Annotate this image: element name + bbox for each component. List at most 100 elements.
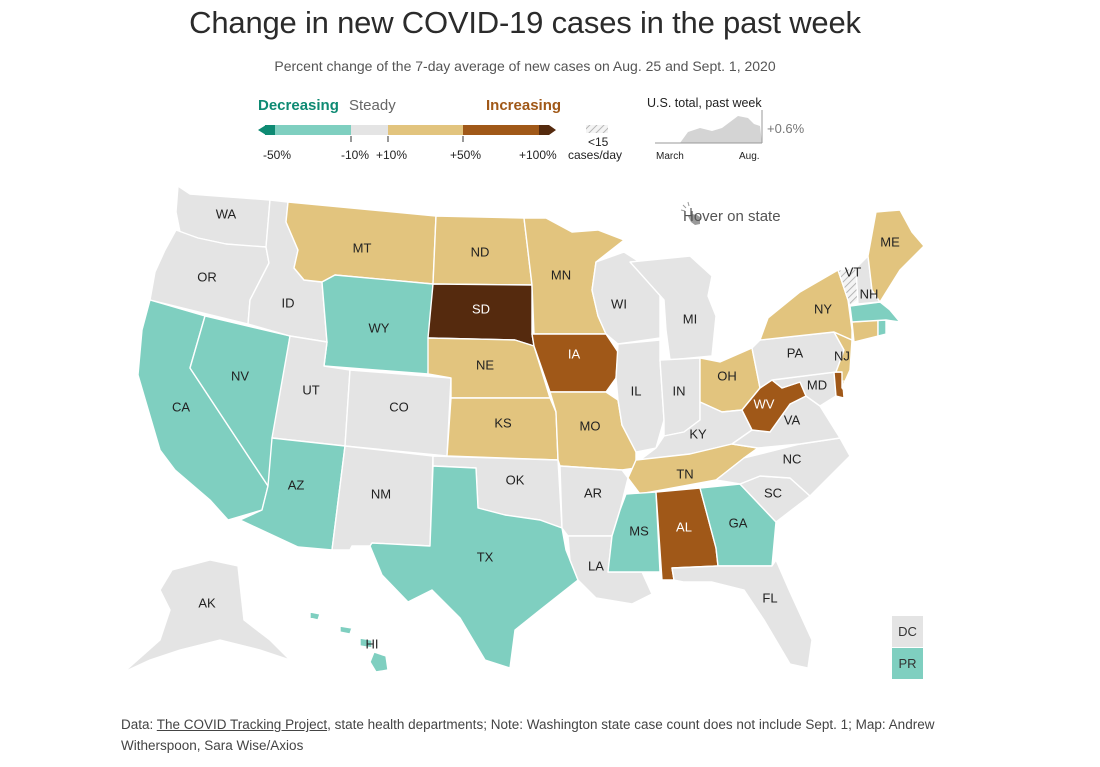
pr-label: PR	[898, 656, 917, 671]
state-texas[interactable]	[369, 465, 579, 669]
legend-tick-plus10: +10%	[376, 148, 408, 162]
hover-hint: Hover on state	[683, 208, 781, 225]
us-total-value: +0.6%	[767, 121, 805, 136]
hand-pointer-icon	[680, 201, 700, 225]
legend-increasing-label: Increasing	[486, 97, 562, 114]
state-label-tn: TN	[676, 466, 693, 481]
state-label-hi: HI	[366, 636, 379, 651]
us-total-label: U.S. total, past week	[647, 96, 762, 110]
state-label-ms: MS	[629, 523, 649, 538]
state-label-wi: WI	[611, 296, 627, 311]
state-label-nh: NH	[860, 286, 879, 301]
state-label-nv: NV	[231, 368, 249, 383]
state-label-mn: MN	[551, 267, 571, 282]
state-label-ga: GA	[729, 515, 748, 530]
source-note: Data: The COVID Tracking Project, state …	[121, 714, 941, 756]
state-illinois[interactable]	[615, 339, 665, 453]
state-label-wy: WY	[369, 320, 390, 335]
state-label-wv: WV	[754, 396, 775, 411]
state-label-nm: NM	[371, 486, 391, 501]
state-label-az: AZ	[288, 477, 305, 492]
state-hawaii[interactable]	[309, 611, 389, 673]
legend-swatch-dark-decrease	[265, 125, 275, 135]
state-label-pa: PA	[787, 345, 804, 360]
legend-decreasing-label: Decreasing	[258, 97, 339, 114]
state-florida[interactable]	[671, 559, 813, 669]
legend-swatch-steady	[351, 125, 388, 135]
state-north-carolina[interactable]	[715, 437, 851, 497]
legend-swatch-under15	[586, 125, 608, 133]
state-vermont[interactable]	[837, 267, 859, 307]
state-label-me: ME	[880, 234, 900, 249]
state-label-sc: SC	[764, 485, 782, 500]
state-label-wa: WA	[216, 206, 237, 221]
state-label-ak: AK	[198, 595, 216, 610]
state-label-ca: CA	[172, 399, 190, 414]
legend-decreasing-arrow	[258, 125, 266, 135]
state-label-tx: TX	[477, 549, 494, 564]
state-label-mt: MT	[353, 240, 372, 255]
us-total-sparkline	[655, 110, 763, 144]
legend-tick-plus50: +50%	[450, 148, 482, 162]
state-massachusetts[interactable]	[849, 301, 901, 323]
state-connecticut[interactable]	[851, 319, 879, 343]
legend-swatch-decrease	[275, 125, 351, 135]
source-prefix: Data:	[121, 717, 157, 732]
state-label-va: VA	[784, 412, 801, 427]
state-label-il: IL	[631, 383, 642, 398]
state-alaska[interactable]	[123, 559, 291, 673]
legend-tick-minus50: -50%	[263, 148, 292, 162]
state-label-sd: SD	[472, 301, 490, 316]
state-label-la: LA	[588, 558, 604, 573]
state-label-ia: IA	[568, 346, 581, 361]
state-label-ky: KY	[689, 426, 707, 441]
state-label-de: DE	[841, 377, 859, 392]
source-rest: , state health departments; Note: Washin…	[121, 717, 935, 753]
state-label-mi: MI	[683, 311, 697, 326]
legend-steady-label: Steady	[349, 97, 396, 114]
legend-tick-minus10: -10%	[341, 148, 370, 162]
state-label-al: AL	[676, 519, 692, 534]
state-label-ar: AR	[584, 485, 602, 500]
state-label-ne: NE	[476, 357, 494, 372]
state-michigan[interactable]	[629, 255, 717, 361]
legend-small-label-1: <15	[588, 135, 609, 149]
page-title: Change in new COVID-19 cases in the past…	[189, 5, 861, 40]
state-new-jersey[interactable]	[833, 331, 853, 389]
state-label-md: MD	[807, 377, 827, 392]
page-subtitle: Percent change of the 7-day average of n…	[274, 58, 776, 74]
legend-swatch-mid-increase	[463, 125, 539, 135]
legend-small-label-2: cases/day	[568, 148, 623, 162]
us-total-end-label: Aug.	[739, 151, 760, 162]
state-label-nc: NC	[783, 451, 802, 466]
dc-box[interactable]: DC	[892, 616, 923, 647]
dc-label: DC	[898, 624, 917, 639]
state-label-nj: NJ	[834, 348, 850, 363]
state-rhode-island[interactable]	[877, 319, 887, 337]
legend-increasing-arrow	[549, 125, 556, 135]
pr-box[interactable]: PR	[892, 648, 923, 679]
state-label-in: IN	[673, 383, 686, 398]
state-label-co: CO	[389, 399, 409, 414]
state-label-ok: OK	[506, 472, 525, 487]
state-new-york[interactable]	[759, 269, 853, 341]
state-label-or: OR	[197, 269, 217, 284]
source-link[interactable]: The COVID Tracking Project	[156, 717, 328, 732]
state-label-oh: OH	[717, 368, 737, 383]
us-total-start-label: March	[656, 151, 684, 162]
state-label-ny: NY	[814, 301, 832, 316]
state-label-mo: MO	[580, 418, 601, 433]
legend-swatch-dark-increase	[539, 125, 549, 135]
state-label-id: ID	[282, 295, 295, 310]
state-label-vt: VT	[845, 264, 862, 279]
state-iowa[interactable]	[531, 333, 619, 393]
state-label-fl: FL	[762, 590, 777, 605]
state-maine[interactable]	[867, 209, 925, 303]
legend-tick-plus100: +100%	[519, 148, 557, 162]
legend-color-bar	[258, 125, 608, 142]
state-label-nd: ND	[471, 244, 490, 259]
state-label-ks: KS	[494, 415, 512, 430]
legend-swatch-increase	[388, 125, 463, 135]
state-label-ut: UT	[302, 382, 319, 397]
